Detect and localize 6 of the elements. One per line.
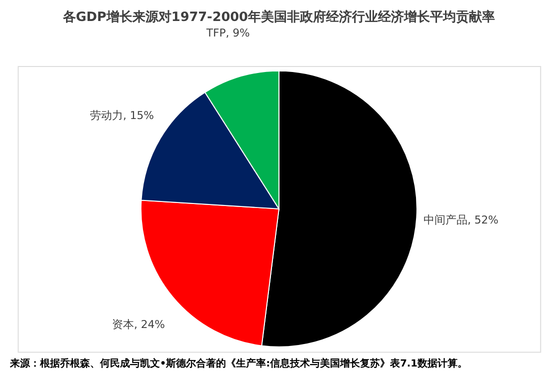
slice-label: 劳动力, 15% (90, 109, 154, 122)
slice-label: 中间产品, 52% (423, 213, 498, 226)
source-note: 来源：根据乔根森、何民成与凯文•斯德尔合著的《生产率:信息技术与美国增长复苏》表7.1数据计算。 (8, 358, 468, 370)
slice-label: 资本, 24% (112, 318, 165, 332)
chart-title: 各GDP增长来源对1977-2000年美国非政府经济行业经济增长平均贡献率 (62, 8, 495, 25)
slice-label: TFP, 9% (205, 26, 250, 40)
